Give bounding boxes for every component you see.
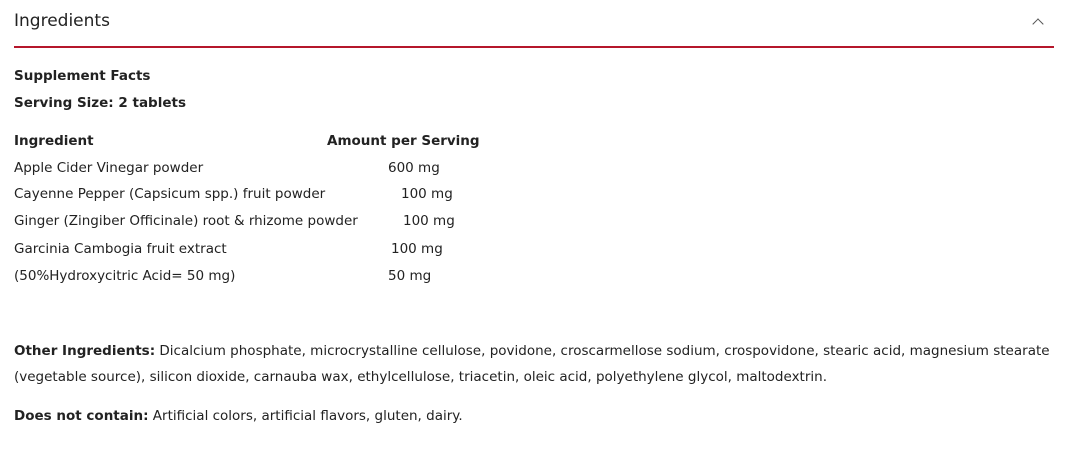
chevron-up-icon[interactable]	[1032, 18, 1044, 30]
row-amount: 100 mg	[401, 186, 453, 202]
row-amount: 600 mg	[388, 160, 440, 176]
table-row: Cayenne Pepper (Capsicum spp.) fruit pow…	[14, 186, 326, 202]
other-label: Other Ingredients:	[14, 343, 156, 359]
free-text: Artificial colors, artificial flavors, g…	[148, 408, 463, 424]
table-row: Garcinia Cambogia fruit extract	[14, 241, 227, 257]
free-label: Does not contain:	[14, 408, 149, 424]
ingredients-accordion-header[interactable]: Ingredients	[14, 0, 1054, 48]
section-title: Ingredients	[14, 11, 110, 31]
header-ingredient: Ingredient	[14, 133, 94, 149]
other-text: Dicalcium phosphate, microcrystalline ce…	[14, 343, 1050, 385]
table-row: Apple Cider Vinegar powder	[14, 160, 204, 176]
facts-title: Supplement Facts	[14, 68, 151, 84]
table-row: (50%Hydroxycitric Acid= 50 mg)	[14, 268, 236, 284]
does-not-contain: Does not contain: Artificial colors, art…	[14, 403, 1064, 429]
row-amount: 50 mg	[388, 268, 432, 284]
row-amount: 100 mg	[403, 213, 455, 229]
header-amount: Amount per Serving	[327, 133, 480, 149]
table-row: Ginger (Zingiber Officinale) root & rhiz…	[14, 213, 358, 229]
serving-size: Serving Size: 2 tablets	[14, 95, 186, 111]
other-ingredients: Other Ingredients: Dicalcium phosphate, …	[14, 338, 1064, 390]
row-amount: 100 mg	[391, 241, 443, 257]
